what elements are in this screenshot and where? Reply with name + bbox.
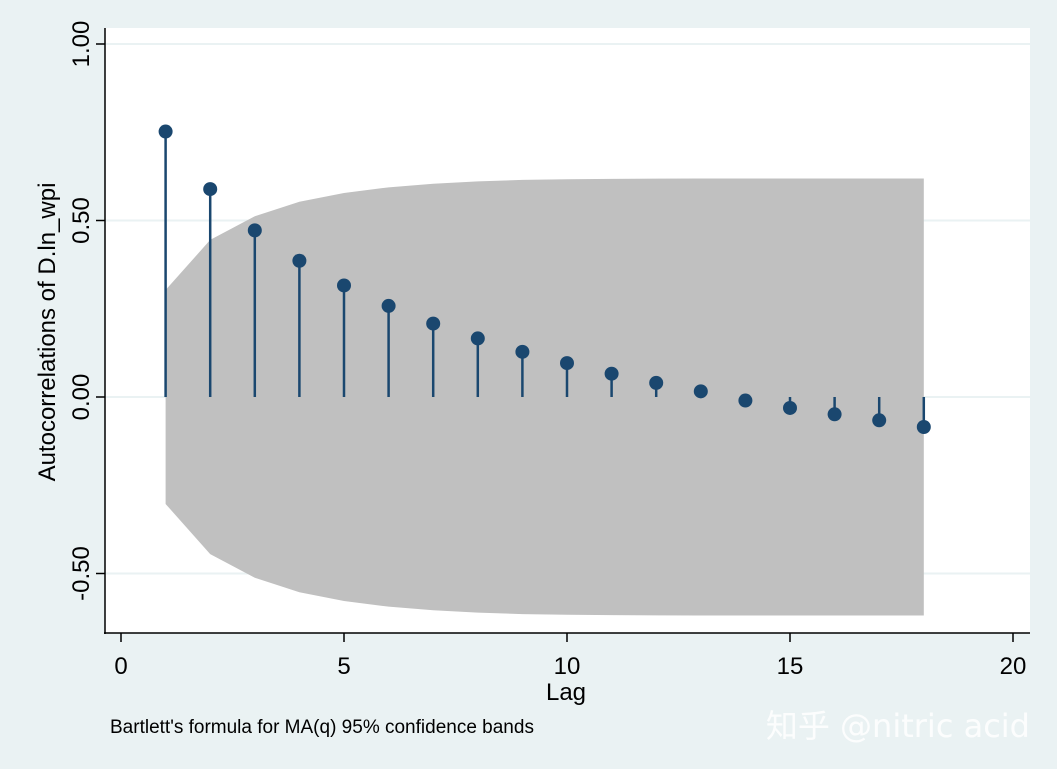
confidence-band	[165, 178, 924, 616]
x-tick-label: 10	[554, 653, 581, 680]
acf-point	[247, 223, 262, 238]
y-tick-label: 1.00	[68, 21, 95, 68]
acf-point	[292, 253, 307, 268]
axes	[96, 28, 1030, 642]
acf-point	[827, 407, 842, 422]
acf-point	[783, 400, 797, 415]
acf-point	[470, 331, 485, 346]
acf-point	[560, 356, 574, 371]
acf-point	[337, 278, 351, 293]
y-axis-title: Autocorrelations of D.ln_wpi	[34, 183, 61, 482]
watermark: 知乎 @nitric acid	[766, 707, 1030, 745]
points	[158, 124, 931, 435]
x-axis-title: Lag	[546, 679, 586, 706]
acf-point	[426, 316, 441, 331]
y-tick-label: 0.00	[68, 374, 95, 421]
chart-note: Bartlett's formula for MA(q) 95% confide…	[110, 717, 534, 738]
acf-point	[604, 366, 619, 381]
acf-point	[203, 182, 218, 197]
y-tick-label: 0.50	[68, 197, 95, 244]
tick-labels: 1.00 0.50 0.00 -0.50 0 5 10 15 20	[68, 21, 1026, 680]
acf-point	[649, 375, 664, 390]
x-tick-label: 5	[337, 653, 350, 680]
acf-point	[515, 344, 530, 359]
x-tick-label: 20	[1000, 653, 1027, 680]
y-tick-label: -0.50	[68, 546, 95, 601]
acf-point	[872, 413, 887, 428]
acf-point	[738, 393, 753, 408]
x-tick-label: 15	[777, 653, 804, 680]
x-tick-label: 0	[114, 653, 127, 680]
acf-point	[381, 298, 396, 313]
acf-point	[158, 124, 173, 139]
acf-point	[693, 384, 708, 399]
acf-point	[916, 420, 931, 435]
